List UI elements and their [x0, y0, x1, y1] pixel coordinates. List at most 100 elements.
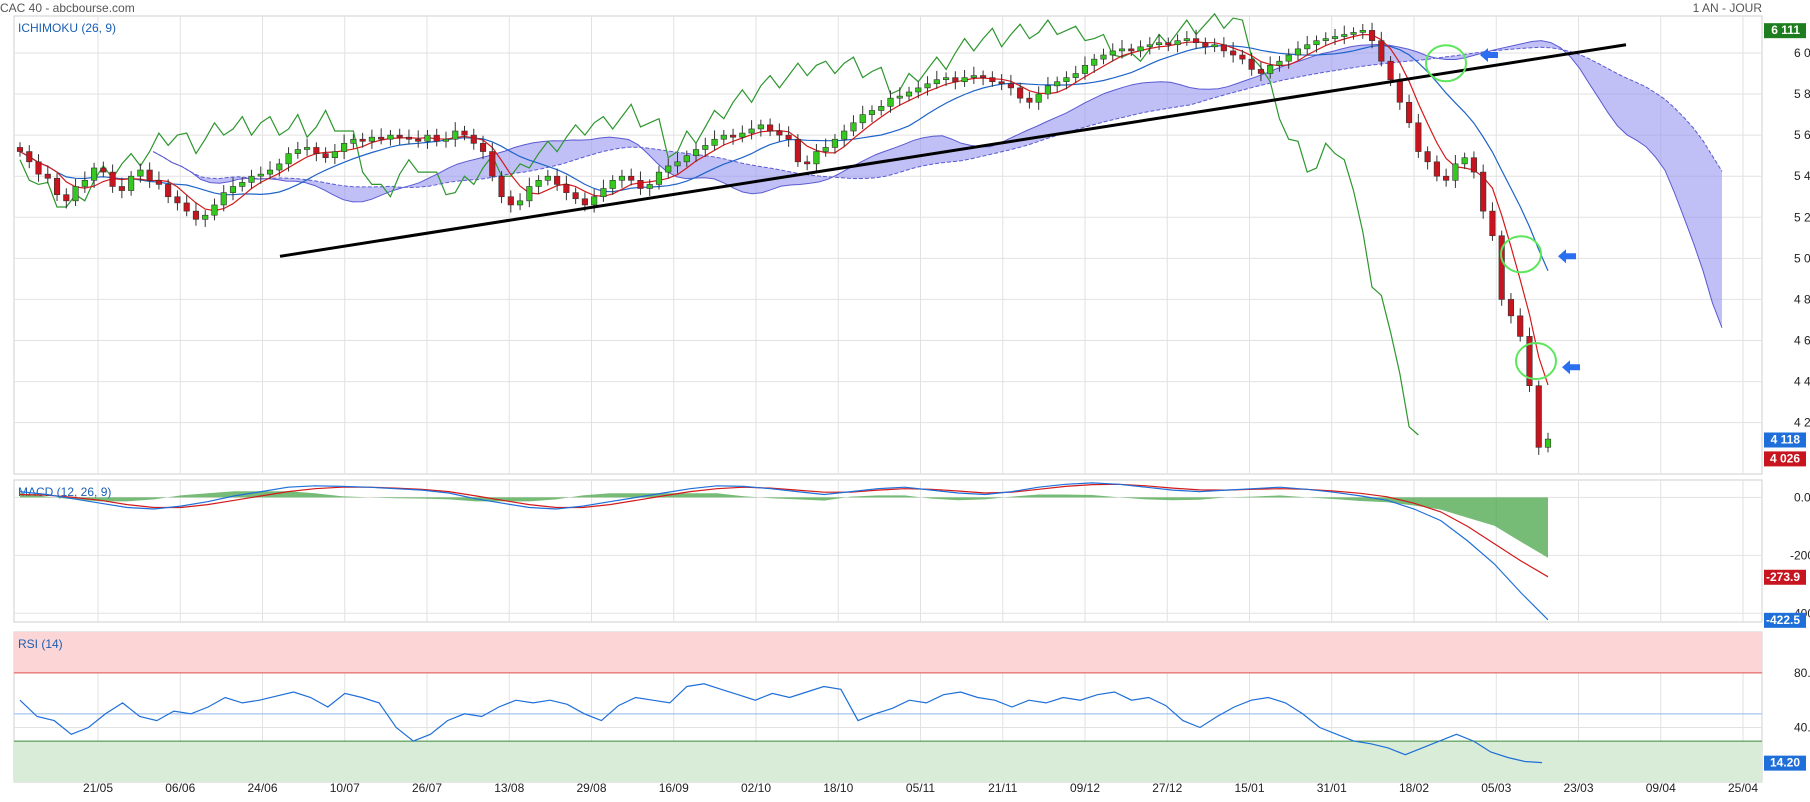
price-badge-text: -422.5 — [1766, 613, 1800, 627]
candle — [1202, 42, 1209, 48]
candle — [1100, 54, 1107, 60]
candle — [1480, 171, 1487, 212]
price-badge-bg — [1764, 432, 1806, 448]
candle — [118, 186, 125, 191]
x-tick-label: 21/11 — [988, 781, 1017, 795]
candle — [674, 161, 681, 167]
candle — [1137, 46, 1144, 52]
candle — [304, 147, 311, 150]
candle — [915, 87, 922, 93]
candle — [1174, 40, 1181, 46]
price-badge-text: 4 026 — [1770, 451, 1800, 465]
candle — [859, 114, 866, 124]
candle — [748, 128, 755, 134]
candle — [1128, 48, 1135, 52]
candle — [767, 124, 774, 132]
candle — [44, 173, 51, 179]
candle — [192, 210, 200, 220]
candle — [452, 130, 459, 140]
candle — [702, 145, 709, 150]
rsi-oversold-zone — [14, 741, 1762, 782]
candle — [1415, 122, 1422, 152]
candle — [526, 186, 533, 202]
candle — [1081, 64, 1089, 74]
annotation-arrow — [1562, 360, 1580, 375]
candle — [387, 134, 394, 140]
macd-signal-line — [19, 483, 1549, 578]
candle — [841, 130, 848, 140]
candle — [1350, 32, 1357, 35]
candle — [1230, 50, 1237, 56]
y-tick-label: 80.00 — [1794, 666, 1810, 680]
price-badge: 6 111 — [1764, 23, 1806, 39]
y-tick-label: 4 200 — [1794, 416, 1810, 430]
candle — [730, 134, 737, 138]
ichimoku-cloud — [152, 40, 1723, 328]
candle — [507, 196, 514, 206]
candle — [294, 149, 301, 154]
candle — [257, 173, 264, 177]
chart-title: CAC 40 - abcbourse.com — [0, 1, 135, 15]
candle — [350, 138, 357, 144]
x-tick-label: 13/08 — [494, 781, 524, 795]
candle — [961, 77, 968, 83]
candle — [146, 169, 153, 181]
y-tick-label: 5 800 — [1794, 87, 1810, 101]
candle — [174, 196, 181, 204]
price-badge: -273.9 — [1764, 569, 1806, 585]
trend-line — [279, 43, 1627, 258]
candle — [1544, 438, 1552, 448]
candle — [91, 167, 98, 181]
panel-frame-0 — [13, 15, 1763, 475]
price-badge: 4 026 — [1764, 451, 1806, 467]
price-badge-bg — [1764, 755, 1806, 771]
candle — [1220, 44, 1227, 52]
candle — [35, 161, 42, 175]
candle — [535, 180, 542, 187]
candle — [1387, 60, 1394, 80]
y-tick-label: 6 000 — [1794, 46, 1810, 60]
candle — [1026, 97, 1033, 103]
candle — [980, 75, 987, 78]
x-tick-label: 24/06 — [247, 781, 277, 795]
candle — [378, 136, 385, 140]
candle — [1470, 157, 1477, 173]
y-tick-label: 5 200 — [1794, 210, 1810, 224]
candle — [1054, 81, 1061, 87]
candle — [26, 151, 33, 163]
annotation-circle — [1500, 235, 1542, 274]
annotation-circle — [1425, 44, 1467, 83]
candle — [165, 184, 172, 198]
candle — [1109, 50, 1116, 56]
candle — [128, 175, 135, 191]
y-tick-label: 4 600 — [1794, 334, 1810, 348]
candle — [202, 214, 209, 220]
candle — [785, 134, 792, 140]
x-tick-label: 21/05 — [83, 781, 113, 795]
tenkan-line — [19, 33, 1549, 386]
x-tick-label: 02/10 — [741, 781, 771, 795]
candles — [16, 22, 1552, 455]
candle — [1517, 315, 1524, 337]
candle — [1461, 157, 1468, 165]
price-badge-text: 6 111 — [1771, 23, 1800, 37]
candle — [572, 192, 579, 200]
candle — [544, 175, 551, 181]
candle — [933, 79, 940, 85]
candle — [461, 130, 468, 136]
candle — [470, 134, 477, 144]
candle — [220, 192, 227, 206]
candle — [628, 175, 635, 181]
candle — [405, 136, 413, 140]
candle — [813, 151, 820, 165]
price-badge-text: 4 118 — [1771, 432, 1801, 446]
y-tick-label: 0.000 — [1794, 490, 1810, 504]
candle — [970, 75, 977, 78]
candle — [109, 171, 116, 187]
candle — [229, 186, 237, 193]
candle — [1193, 38, 1200, 43]
panel-frame-1 — [13, 479, 1763, 623]
annotation-arrow — [1558, 249, 1576, 264]
candle — [1276, 60, 1283, 66]
candle — [155, 180, 162, 185]
